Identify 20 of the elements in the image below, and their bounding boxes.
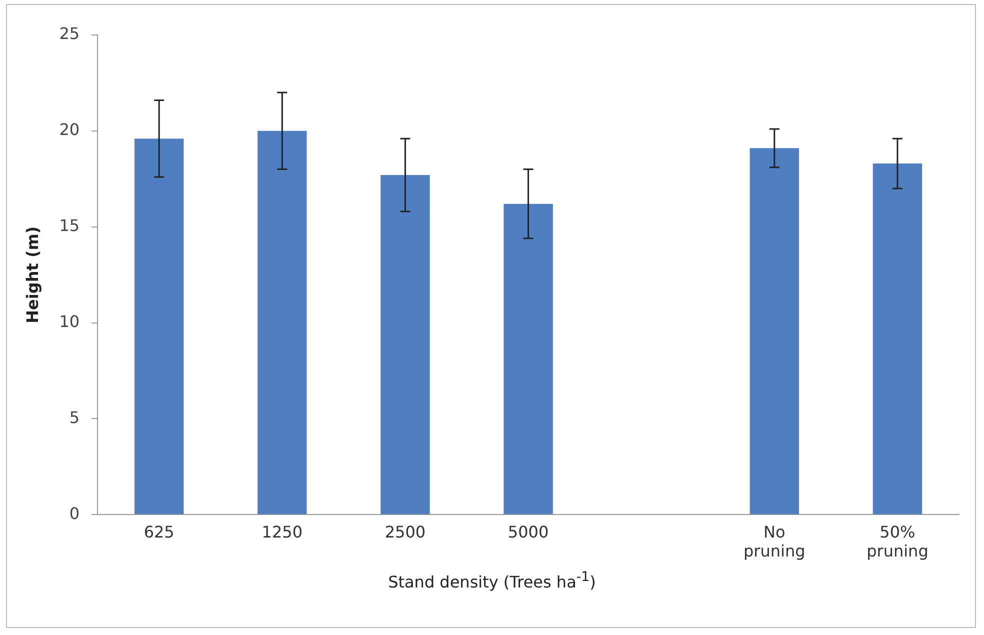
y-tick-label: 5	[69, 408, 80, 427]
y-tick-label: 10	[59, 312, 80, 331]
y-tick-label: 20	[59, 120, 80, 140]
x-tick-label: 625	[144, 522, 174, 542]
bar	[380, 175, 430, 514]
bar	[134, 138, 184, 514]
y-axis-title: Height (m)	[22, 226, 42, 324]
x-tick-label: 2500	[384, 522, 426, 542]
y-tick-label: 0	[69, 504, 80, 523]
x-tick-label: 50% pruning	[866, 522, 928, 561]
y-tick-label: 25	[59, 24, 80, 44]
bar	[504, 204, 553, 514]
bar	[872, 164, 922, 514]
bar	[258, 130, 307, 514]
bar	[750, 148, 800, 514]
x-tick-label: 5000	[508, 522, 549, 542]
x-tick-label: 1250	[262, 522, 303, 542]
y-tick-label: 15	[59, 216, 80, 235]
x-tick-label: No pruning	[744, 522, 806, 561]
x-axis-title: Stand density (Trees ha$^{-1}$)	[387, 570, 597, 592]
